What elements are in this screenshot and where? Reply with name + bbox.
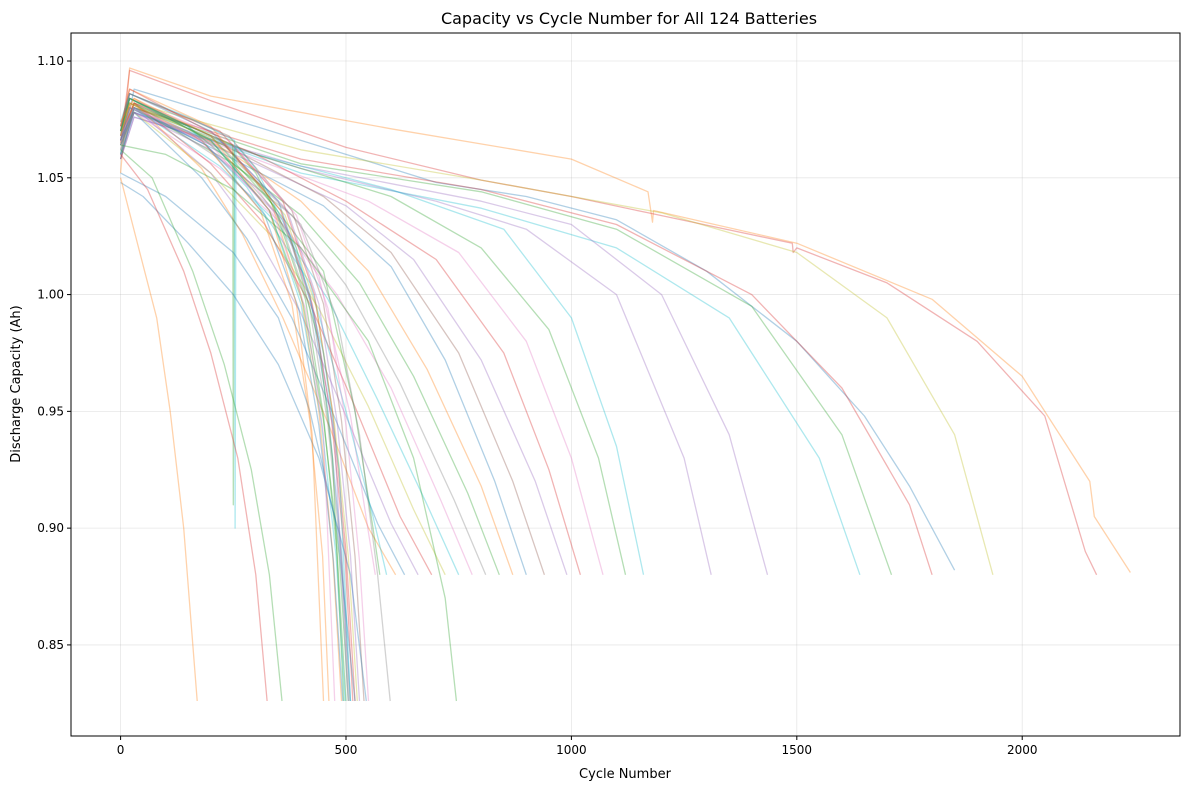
series-line-8 (119, 116, 769, 575)
x-axis-ticks: 0 500 1000 1500 2000 (117, 736, 1038, 757)
y-tick-label: 0.85 (37, 638, 64, 652)
series-line-49 (119, 177, 198, 702)
series-line-40 (119, 107, 344, 702)
series-line-38 (119, 102, 358, 702)
x-axis-label: Cycle Number (579, 767, 672, 782)
series-line-14 (119, 111, 568, 576)
y-tick-label: 0.95 (37, 404, 64, 418)
series-line-15 (119, 102, 546, 576)
series-line-31 (119, 88, 343, 702)
series-line-44 (119, 107, 391, 702)
series-line-48 (120, 172, 356, 702)
series-line-7 (119, 111, 861, 576)
series-line-26 (119, 102, 397, 576)
series-line-28 (119, 107, 376, 575)
series-line-4 (119, 102, 994, 575)
series-line-53 (120, 97, 325, 702)
series-line-52 (120, 144, 458, 702)
series-line-27 (119, 102, 381, 575)
series-line-19 (119, 102, 487, 576)
series-line-45 (119, 97, 345, 702)
series-line-23 (119, 102, 433, 576)
series-line-50 (120, 154, 268, 702)
series-line-54 (120, 107, 336, 702)
series-line-34 (119, 97, 361, 702)
x-tick-label: 1000 (556, 743, 587, 757)
series-line-30 (119, 93, 352, 702)
series-line-47 (120, 181, 367, 702)
y-axis-ticks: 0.85 0.90 0.95 1.00 1.05 1.10 (37, 54, 71, 652)
series-line-3 (119, 88, 956, 571)
series-line-42 (119, 102, 330, 702)
series-line-12 (119, 111, 604, 575)
series-line-20 (119, 111, 473, 576)
series-layer (119, 67, 1131, 702)
x-tick-label: 500 (335, 743, 358, 757)
series-line-21 (119, 107, 460, 576)
series-line-32 (119, 97, 347, 702)
y-tick-label: 0.90 (37, 521, 64, 535)
series-line-36 (119, 97, 370, 702)
series-line-2 (119, 69, 1098, 576)
grid-lines (71, 33, 1180, 736)
series-line-1 (119, 67, 1131, 573)
series-line-46 (119, 93, 352, 702)
x-tick-label: 0 (117, 743, 125, 757)
series-line-5 (119, 107, 933, 575)
series-line-10 (119, 111, 645, 575)
y-axis-label: Discharge Capacity (Ah) (9, 305, 24, 462)
series-line-39 (119, 97, 346, 702)
series-line-29 (119, 97, 388, 575)
series-line-11 (119, 107, 627, 575)
series-line-24 (119, 107, 419, 576)
series-line-55 (120, 111, 349, 702)
series-line-37 (119, 102, 351, 702)
plot-frame (70, 32, 1181, 737)
series-line-51 (120, 149, 283, 702)
y-tick-label: 1.00 (37, 288, 64, 302)
x-tick-label: 2000 (1007, 743, 1038, 757)
series-line-18 (119, 107, 500, 576)
series-line-22 (119, 111, 446, 576)
y-tick-label: 1.10 (37, 54, 64, 68)
series-line-17 (119, 97, 514, 576)
series-line-13 (119, 102, 582, 575)
series-line-6 (119, 107, 893, 576)
series-line-35 (119, 93, 365, 702)
series-line-16 (119, 107, 527, 576)
chart-title: Capacity vs Cycle Number for All 124 Bat… (441, 9, 817, 28)
series-line-43 (119, 97, 349, 702)
series-line-41 (119, 88, 354, 702)
series-line-9 (119, 116, 712, 575)
series-line-33 (119, 93, 356, 702)
series-line-25 (119, 111, 406, 576)
y-tick-label: 1.05 (37, 171, 64, 185)
x-tick-label: 1500 (782, 743, 813, 757)
